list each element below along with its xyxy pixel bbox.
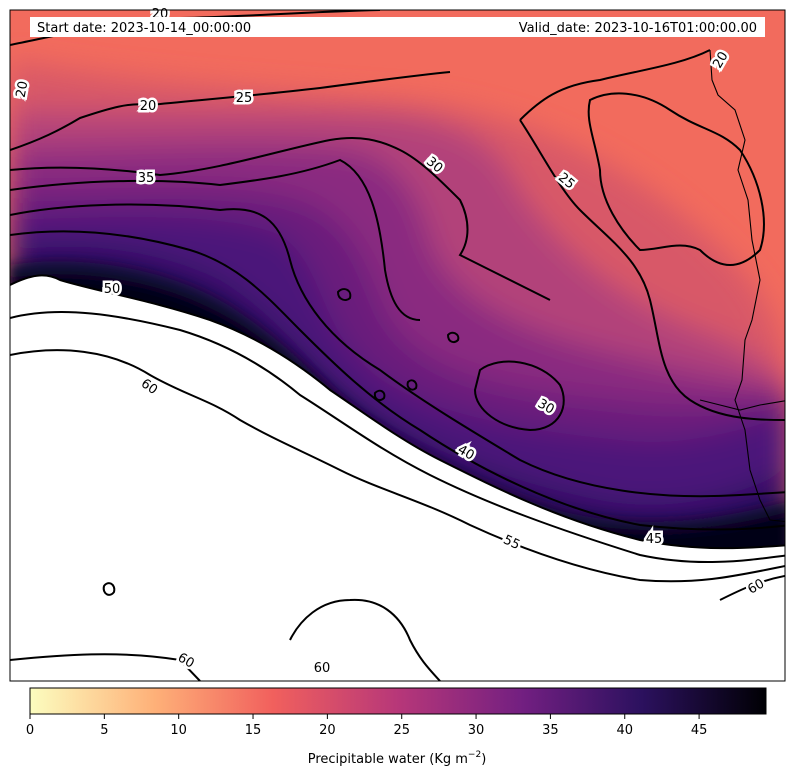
contour-label: 25 xyxy=(236,91,253,106)
colorbar-tick-label: 30 xyxy=(468,723,485,738)
colorbar: 0 5 10 15 20 25 30 35 40 45 Precipitable water (K… xyxy=(26,687,767,767)
contour-lines xyxy=(10,10,785,681)
contour-label: 20 xyxy=(14,80,32,99)
colorbar-tick-label: 10 xyxy=(170,723,187,738)
contour-label: 35 xyxy=(138,171,155,186)
contour-35 xyxy=(10,158,421,321)
valid-date-label: Valid_date: 2023-10-16T01:00:00.00 xyxy=(519,21,757,36)
contour-40 xyxy=(10,203,785,498)
header-box: Start date: 2023-10-14_00:00:00 Valid_da… xyxy=(30,17,765,37)
contour-island-4 xyxy=(373,389,386,402)
colorbar-bar xyxy=(29,687,767,715)
contour-label: 20 xyxy=(140,99,157,114)
header-background xyxy=(30,17,765,37)
contour-island-5 xyxy=(102,582,116,596)
contour-island-2 xyxy=(446,331,460,344)
colorbar-tick-label: 15 xyxy=(245,723,262,738)
contour-20-east xyxy=(587,92,765,266)
contour-60-east xyxy=(719,574,785,601)
colorbar-tick-label: 5 xyxy=(100,723,108,738)
contour-label: 45 xyxy=(646,532,663,547)
contour-25 xyxy=(519,119,785,421)
contour-30 xyxy=(10,137,551,301)
colorbar-tick-label: 40 xyxy=(616,723,633,738)
coastline xyxy=(699,49,785,523)
contour-island-3 xyxy=(406,379,418,391)
land-mask xyxy=(10,275,785,681)
colorbar-tick-label: 20 xyxy=(319,723,336,738)
colorbar-ticks: 0 5 10 15 20 25 30 35 40 45 xyxy=(26,714,708,738)
start-date-label: Start date: 2023-10-14_00:00:00 xyxy=(37,21,251,36)
colorbar-tick-label: 0 xyxy=(26,723,34,738)
contour-20 xyxy=(10,71,451,151)
contour-30-closed xyxy=(473,360,565,432)
contour-45 xyxy=(10,230,785,531)
colorbar-tick-label: 25 xyxy=(393,723,410,738)
contour-60-south xyxy=(289,598,441,681)
map-frame xyxy=(9,9,786,682)
colorbar-label: Precipitable water (Kg m−2) xyxy=(308,750,487,767)
contour-label: 60 xyxy=(314,661,331,676)
colorbar-tick-label: 35 xyxy=(542,723,559,738)
contour-25-north xyxy=(519,49,711,121)
contour-60-southwest xyxy=(10,653,201,681)
contour-55 xyxy=(10,311,785,564)
contour-60-main xyxy=(10,349,785,583)
coast-mainland xyxy=(709,49,785,523)
colorbar-tick-label: 45 xyxy=(691,723,708,738)
coast-gulf xyxy=(699,399,785,411)
contour-island-1 xyxy=(336,288,352,301)
contour-label: 50 xyxy=(104,282,121,297)
contour-50 xyxy=(10,274,785,550)
